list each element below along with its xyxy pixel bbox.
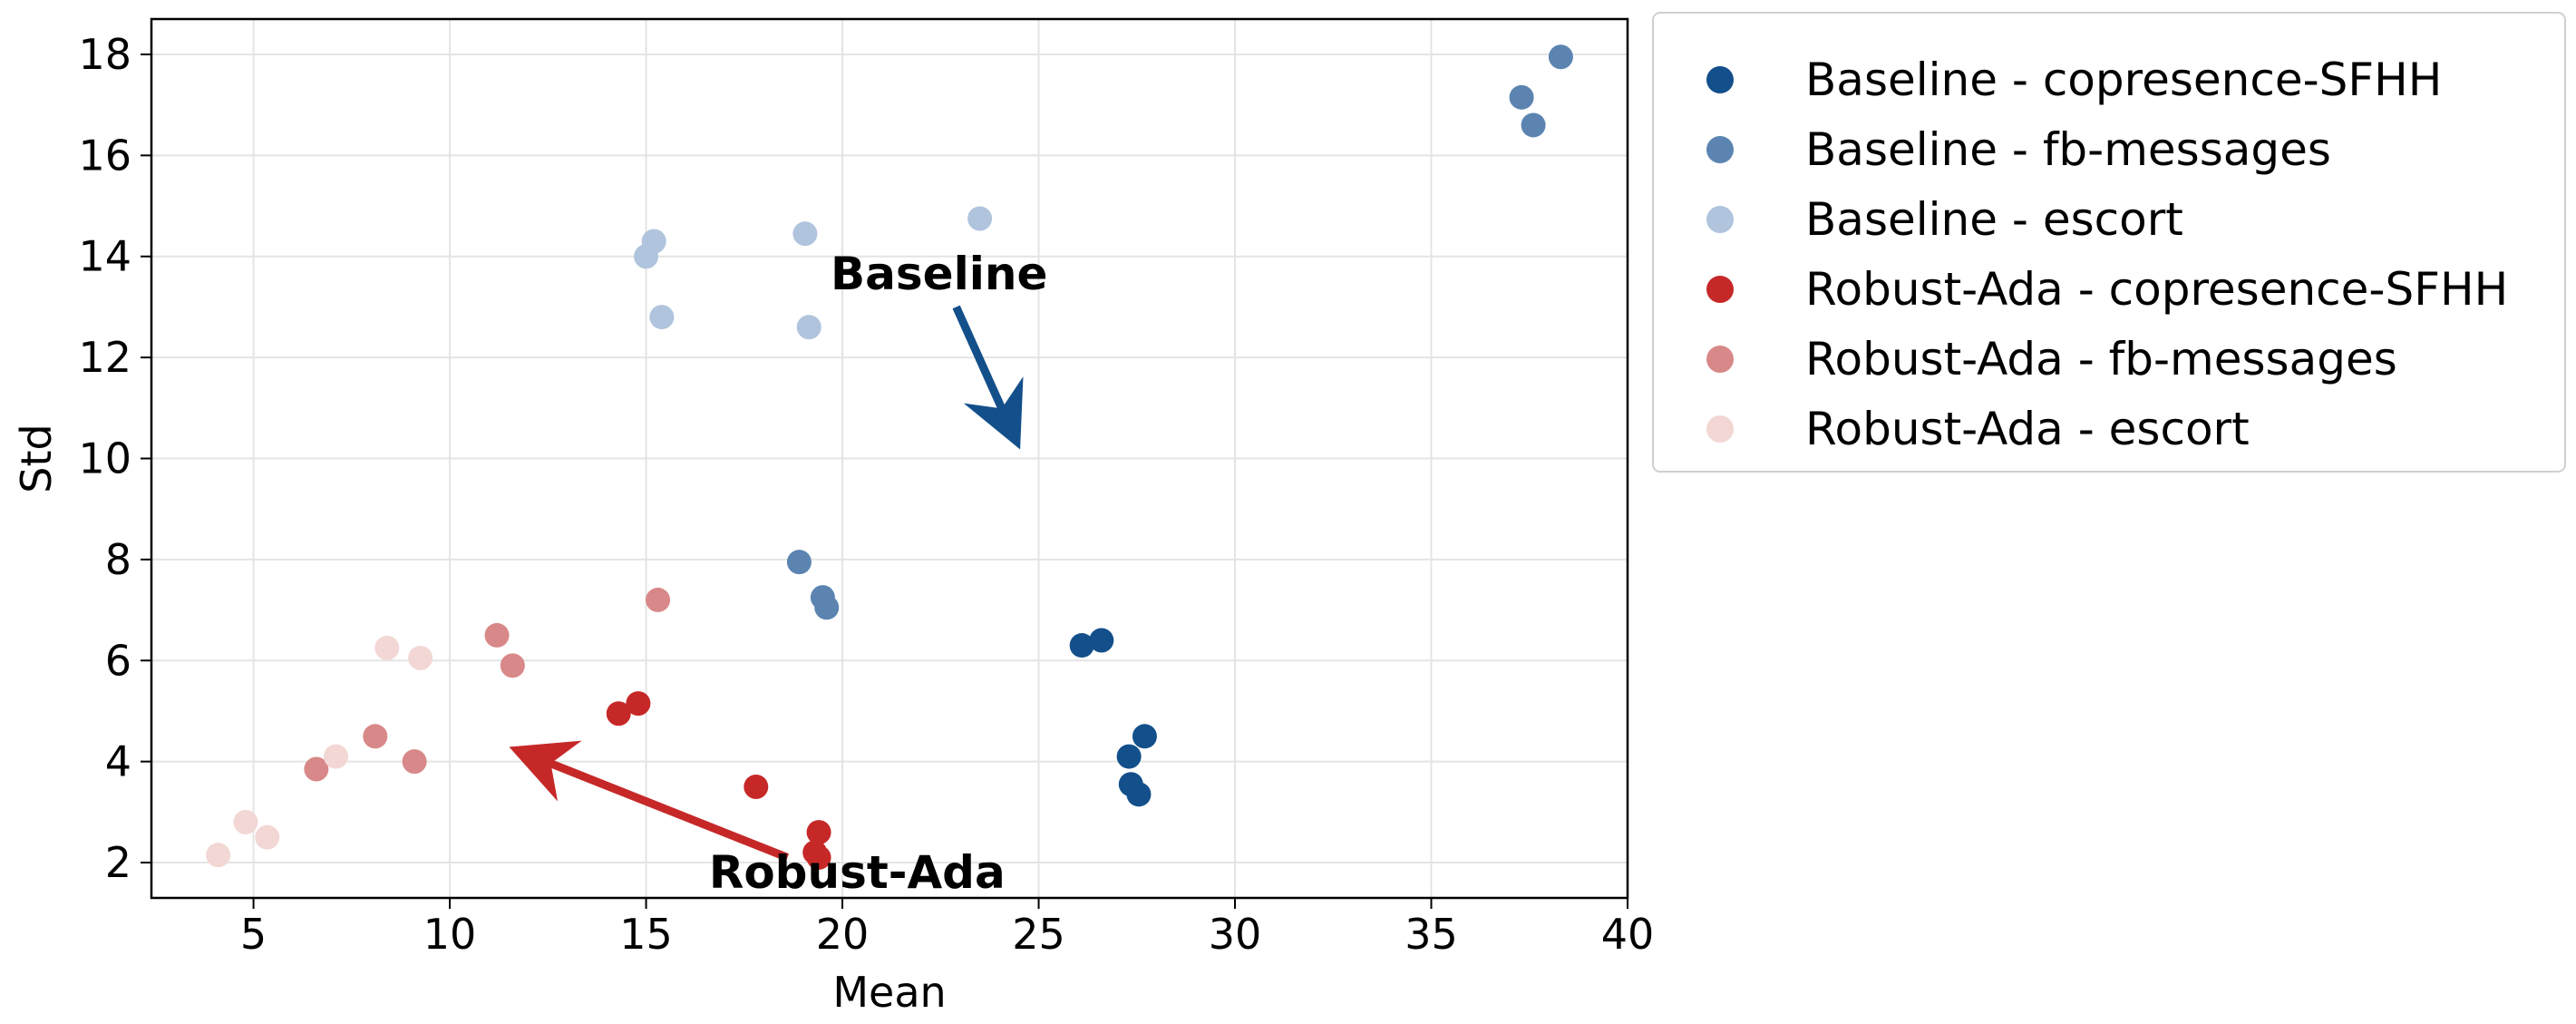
data-point-series-5 (408, 645, 433, 670)
x-tick-label: 15 (619, 910, 673, 959)
y-tick-label: 12 (78, 333, 131, 382)
x-tick-label: 25 (1012, 910, 1065, 959)
legend-frame (1652, 12, 2566, 473)
data-point-series-5 (324, 744, 348, 769)
data-point-series-2 (792, 221, 818, 247)
legend-label: Baseline - fb-messages (1805, 123, 2331, 176)
legend-label: Robust-Ada - copresence-SFHH (1805, 263, 2508, 316)
data-point-series-5 (233, 809, 258, 834)
data-point-series-3 (744, 774, 769, 799)
annotation-arrow (952, 305, 1024, 450)
annotation-label: Robust-Ada (709, 846, 1006, 899)
data-point-series-1 (814, 595, 840, 620)
y-tick-label: 4 (105, 737, 131, 786)
plot-area-frame (150, 17, 1629, 900)
data-point-series-3 (606, 701, 631, 727)
legend-marker (1706, 415, 1734, 443)
data-point-series-2 (796, 315, 821, 340)
x-tick-label: 40 (1601, 910, 1655, 959)
legend-label: Robust-Ada - fb-messages (1805, 333, 2397, 385)
x-tick-label: 10 (423, 910, 477, 959)
data-point-series-0 (1069, 633, 1094, 658)
data-point-series-1 (1509, 84, 1534, 110)
axis-ticks: 5 10 15 20 25 30 35 40 2 4 6 8 10 12 14 16 18 (78, 30, 1654, 959)
legend-label: Baseline - escort (1805, 193, 2183, 246)
data-point-series-1 (786, 550, 812, 575)
data-point-series-4 (402, 749, 427, 775)
legend-marker (1706, 206, 1734, 233)
x-tick-label: 5 (240, 910, 267, 959)
data-point-series-4 (304, 756, 329, 782)
data-points (206, 44, 1573, 870)
data-point-series-3 (806, 844, 831, 870)
data-point-series-1 (1521, 112, 1546, 138)
data-point-series-4 (500, 653, 525, 678)
x-tick-label: 30 (1209, 910, 1262, 959)
annotation-label: Baseline (831, 248, 1047, 300)
data-point-series-3 (626, 691, 651, 717)
annotation-arrow (509, 740, 790, 862)
legend-marker (1706, 66, 1734, 93)
data-point-series-5 (374, 635, 400, 660)
y-tick-label: 16 (78, 131, 131, 180)
data-point-series-1 (1548, 44, 1573, 70)
legend-marker (1706, 346, 1734, 373)
data-point-series-3 (806, 820, 831, 845)
y-tick-label: 14 (78, 232, 131, 281)
data-point-series-2 (967, 206, 993, 231)
y-tick-label: 2 (105, 838, 131, 887)
y-tick-label: 10 (78, 434, 131, 483)
x-tick-label: 35 (1405, 910, 1458, 959)
x-axis-label: Mean (832, 968, 946, 1017)
data-point-series-0 (1116, 744, 1142, 769)
data-point-series-0 (1126, 782, 1152, 807)
y-axis-label: Std (12, 424, 61, 492)
y-tick-label: 18 (78, 30, 131, 79)
legend-label: Robust-Ada - escort (1805, 403, 2250, 455)
data-point-series-5 (255, 824, 280, 850)
data-point-series-0 (1089, 628, 1114, 653)
legend: Baseline - copresence-SFHH Baseline - fb-… (1652, 12, 2566, 473)
legend-marker (1706, 276, 1734, 303)
data-point-series-0 (1132, 724, 1157, 749)
legend-marker (1706, 136, 1734, 163)
data-point-series-5 (206, 843, 231, 868)
x-tick-label: 20 (816, 910, 870, 959)
data-point-series-4 (363, 724, 388, 749)
data-point-series-4 (646, 587, 671, 612)
data-point-series-4 (484, 622, 510, 648)
annotations: Baseline Robust-Ada (509, 248, 1047, 899)
data-point-series-2 (649, 305, 675, 330)
y-tick-label: 8 (105, 535, 131, 584)
grid-lines (151, 19, 1628, 898)
y-tick-label: 6 (105, 636, 131, 685)
data-point-series-2 (634, 244, 659, 269)
legend-label: Baseline - copresence-SFHH (1805, 54, 2442, 106)
